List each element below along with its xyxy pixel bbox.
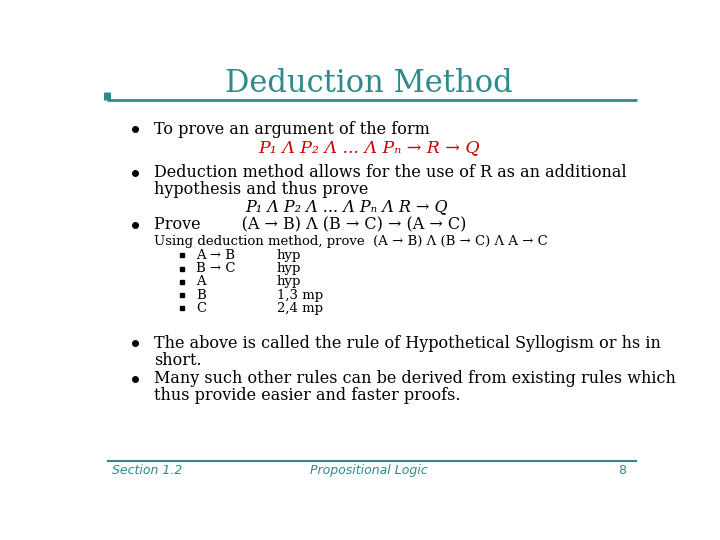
Text: 8: 8 xyxy=(618,464,626,477)
Text: Many such other rules can be derived from existing rules which: Many such other rules can be derived fro… xyxy=(154,370,676,387)
Text: Prove        (A → B) Λ (B → C) → (A → C): Prove (A → B) Λ (B → C) → (A → C) xyxy=(154,217,467,234)
Text: hyp: hyp xyxy=(277,249,301,262)
Text: To prove an argument of the form: To prove an argument of the form xyxy=(154,121,430,138)
Text: short.: short. xyxy=(154,352,202,368)
Text: hyp: hyp xyxy=(277,275,301,288)
Text: hypothesis and thus prove: hypothesis and thus prove xyxy=(154,181,369,198)
Text: Deduction Method: Deduction Method xyxy=(225,68,513,99)
Text: B: B xyxy=(196,289,206,302)
Text: 1,3 mp: 1,3 mp xyxy=(277,289,323,302)
Text: thus provide easier and faster proofs.: thus provide easier and faster proofs. xyxy=(154,387,461,404)
Text: hyp: hyp xyxy=(277,262,301,275)
Text: Using deduction method, prove  (A → B) Λ (B → C) Λ A → C: Using deduction method, prove (A → B) Λ … xyxy=(154,234,548,248)
Text: A: A xyxy=(196,275,206,288)
Text: 2,4 mp: 2,4 mp xyxy=(277,302,323,315)
Text: Deduction method allows for the use of R as an additional: Deduction method allows for the use of R… xyxy=(154,164,627,181)
Text: P₁ Λ P₂ Λ ... Λ Pₙ → R → Q: P₁ Λ P₂ Λ ... Λ Pₙ → R → Q xyxy=(258,139,480,157)
Text: Section 1.2: Section 1.2 xyxy=(112,464,183,477)
Text: A → B: A → B xyxy=(196,249,235,262)
Text: P₁ Λ P₂ Λ ... Λ Pₙ Λ R → Q: P₁ Λ P₂ Λ ... Λ Pₙ Λ R → Q xyxy=(246,199,448,215)
Text: B → C: B → C xyxy=(196,262,235,275)
Text: C: C xyxy=(196,302,206,315)
Text: The above is called the rule of Hypothetical Syllogism or hs in: The above is called the rule of Hypothet… xyxy=(154,335,661,352)
Text: Propositional Logic: Propositional Logic xyxy=(310,464,428,477)
